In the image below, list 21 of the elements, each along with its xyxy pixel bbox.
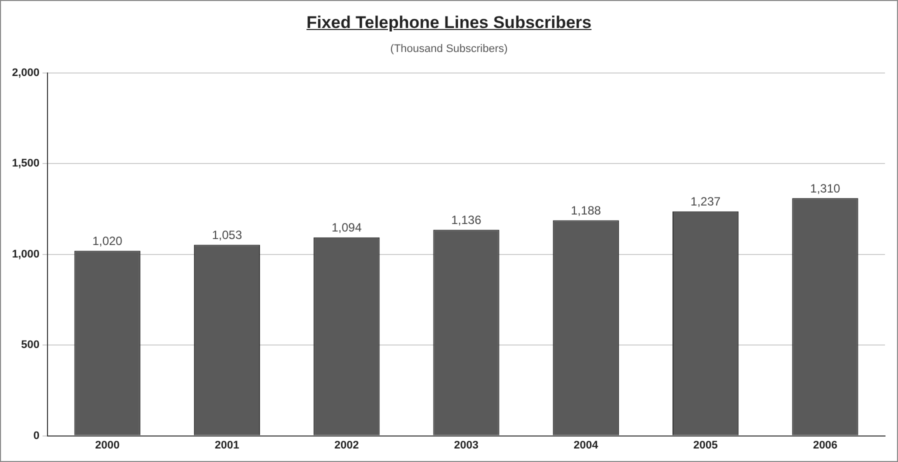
data-label: 1,188 [570,204,602,218]
data-label: 1,310 [810,181,841,196]
y-tick-label: 2,000 [12,67,40,80]
data-label: 1,136 [451,213,482,228]
data-label: 1,094 [332,220,362,235]
y-tick-label: 1,000 [12,248,40,260]
chart-title: Fixed Telephone Lines Subscribers [306,13,592,33]
data-label: 1,237 [690,194,721,209]
x-tick-label: 2000 [95,439,120,452]
x-tick-label: 2004 [574,439,600,452]
data-label: 1,020 [92,234,123,248]
y-tick-label: 1,500 [12,158,40,170]
x-tick-label: 2002 [334,439,359,452]
x-tick-label: 2001 [214,439,240,452]
y-tick-label: 500 [21,339,40,352]
data-label: 1,053 [212,228,242,242]
x-tick-label: 2005 [693,439,718,452]
x-tick-label: 2006 [812,439,838,452]
chart-subtitle: (Thousand Subscribers) [389,43,509,55]
x-tick-label: 2003 [454,439,479,452]
y-tick-label: 0 [33,430,40,442]
